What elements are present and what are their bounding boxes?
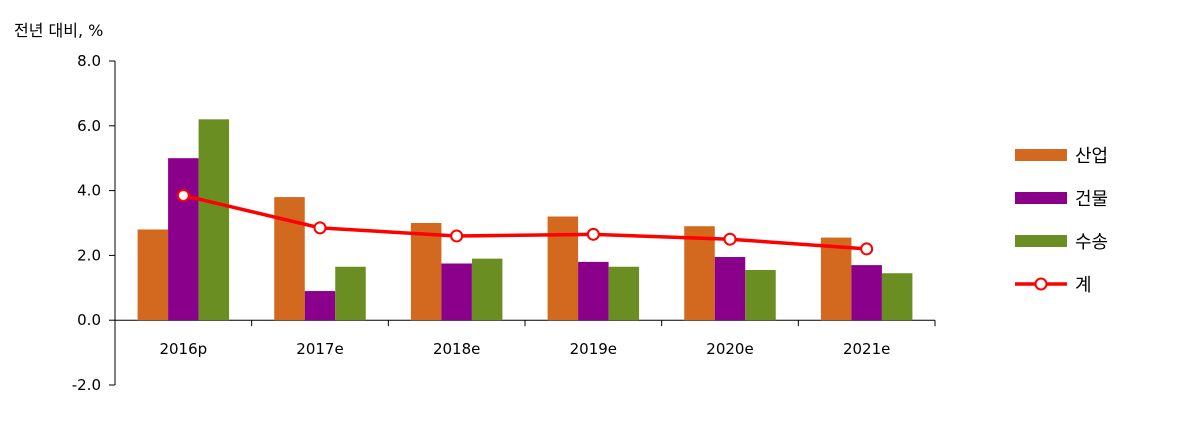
bar-수송-2016p — [198, 119, 230, 321]
bar-수송-2020e — [745, 269, 776, 321]
y-tick-label: 2.0 — [77, 246, 101, 264]
legend-label-산업: 산업 — [1075, 146, 1108, 167]
bar-수송-2021e — [881, 273, 913, 321]
bar-건물-2017e — [304, 291, 336, 321]
line-point-2018e — [450, 229, 464, 243]
bar-산업-2019e — [547, 216, 579, 321]
y-tick-label: -2.0 — [72, 376, 101, 394]
legend-swatch-산업 — [1015, 149, 1067, 161]
y-tick-label: 6.0 — [77, 117, 101, 135]
x-tick-label: 2017e — [296, 340, 343, 358]
bar-건물-2016p — [168, 158, 199, 321]
x-tick-label: 2016p — [159, 340, 207, 358]
bar-건물-2018e — [441, 263, 472, 321]
x-tick-label: 2021e — [843, 340, 890, 358]
y-tick-label: 8.0 — [77, 52, 101, 70]
x-tick-label: 2019e — [570, 340, 617, 358]
bar-산업-2018e — [410, 223, 442, 321]
line-point-2021e — [860, 242, 874, 256]
x-tick-label: 2018e — [433, 340, 480, 358]
line-point-2020e — [723, 232, 737, 246]
bar-산업-2017e — [274, 197, 305, 321]
bar-산업-2016p — [137, 229, 169, 321]
y-tick-label: 4.0 — [77, 182, 101, 200]
y-unit-label: 전년 대비, % — [14, 21, 103, 40]
bar-수송-2019e — [608, 266, 640, 321]
legend-marker-계 — [1034, 277, 1048, 291]
line-series-계 — [182, 193, 867, 251]
bar-산업-2020e — [684, 226, 715, 321]
legend-swatch-건물 — [1015, 192, 1067, 204]
bar-수송-2017e — [335, 266, 366, 321]
bar-건물-2019e — [578, 261, 609, 321]
line-point-2016p — [176, 188, 190, 202]
legend-label-수송: 수송 — [1075, 232, 1108, 253]
legend-label-건물: 건물 — [1075, 189, 1108, 210]
bar-수송-2018e — [471, 258, 503, 321]
y-tick-label: 0.0 — [77, 311, 101, 329]
legend-label-계: 계 — [1075, 275, 1092, 296]
line-point-2017e — [313, 221, 327, 235]
legend-swatch-수송 — [1015, 235, 1067, 247]
bar-건물-2020e — [714, 257, 746, 321]
bar-산업-2021e — [820, 237, 852, 321]
line-point-2019e — [586, 227, 600, 241]
bar-건물-2021e — [851, 265, 882, 321]
x-tick-label: 2020e — [706, 340, 753, 358]
